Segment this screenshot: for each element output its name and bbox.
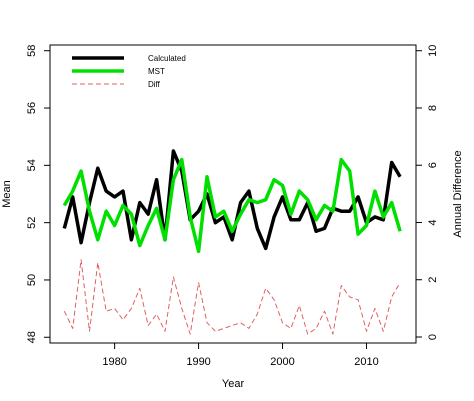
legend-label-calculated: Calculated [148,54,186,63]
legend-label-mst: MST [148,67,165,76]
series-layer [62,149,402,335]
y2-tick-label-2: 2 [427,277,439,283]
y-tick-label-56: 56 [26,102,38,114]
y-tick-label-52: 52 [26,217,38,229]
x-tick-label-1980: 1980 [102,356,126,368]
x-tick-label-2010: 2010 [354,356,378,368]
series-line-mst [62,157,402,254]
y2-tick-label-8: 8 [427,105,439,111]
y-tick-label-58: 58 [26,45,38,57]
series-line-diff [63,259,401,335]
y-axis-left: 48 50 52 54 56 58 [26,45,51,343]
y2-tick-label-4: 4 [427,219,439,225]
y-tick-label-48: 48 [26,331,38,343]
plot-frame [49,44,417,344]
y-axis-right: 0 2 4 6 8 10 [415,45,439,340]
y2-tick-label-0: 0 [427,334,439,340]
y-axis-title: Mean [1,180,13,208]
x-tick-label-2000: 2000 [270,356,294,368]
x-axis: 1980 1990 2000 2010 [102,342,379,368]
y-tick-label-50: 50 [26,274,38,286]
series-line-calculated [62,149,402,251]
legend-label-diff: Diff [148,80,161,89]
legend: Calculated MST Diff [72,54,186,89]
x-axis-title: Year [222,378,245,390]
y2-tick-label-6: 6 [427,162,439,168]
x-tick-label-1990: 1990 [186,356,210,368]
y2-tick-label-10: 10 [427,45,439,57]
y2-axis-title: Annual Difference [452,150,464,237]
y-tick-label-54: 54 [26,159,38,171]
